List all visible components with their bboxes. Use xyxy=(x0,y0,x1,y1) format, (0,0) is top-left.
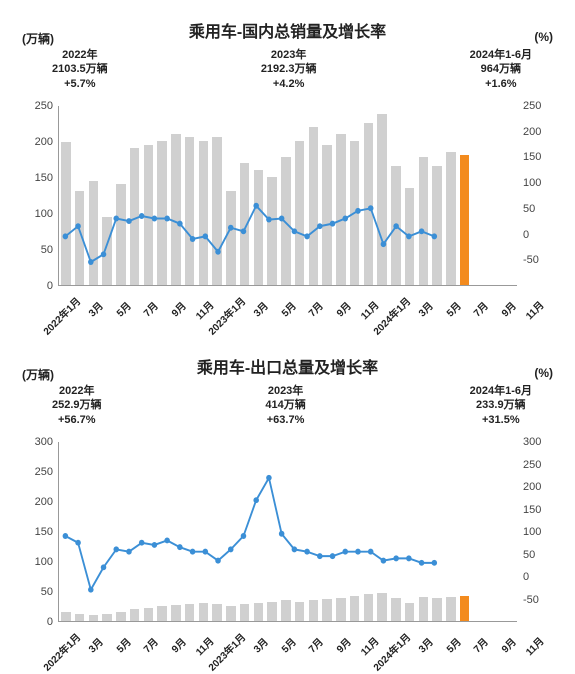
ytick-right: -50 xyxy=(523,594,555,606)
ytick-right: 250 xyxy=(523,459,555,471)
annotation-row: 2022年 2103.5万辆 +5.7% 2023年 2192.3万辆 +4.2%… xyxy=(52,48,532,91)
ytick-right: 100 xyxy=(523,177,555,189)
ytick-right: 150 xyxy=(523,151,555,163)
chart-container: 乘用车-出口总量及增长率(万辆)(%)2022年 252.9万辆 +56.7%2… xyxy=(0,336,575,672)
ytick-left: 200 xyxy=(21,496,53,508)
annotation-0: 2022年 2103.5万辆 +5.7% xyxy=(52,48,108,91)
ytick-left: 150 xyxy=(21,172,53,184)
ytick-left: 100 xyxy=(21,556,53,568)
ytick-left: 0 xyxy=(21,280,53,292)
y-axis-left-label: (万辆) xyxy=(22,30,54,47)
ytick-right: -50 xyxy=(523,254,555,266)
annotation-2: 2024年1-6月 964万辆 +1.6% xyxy=(470,48,532,91)
ytick-right: 200 xyxy=(523,126,555,138)
ytick-left: 0 xyxy=(21,616,53,628)
ytick-right: 0 xyxy=(523,571,555,583)
ytick-right: 200 xyxy=(523,481,555,493)
y-axis-left-label: (万辆) xyxy=(22,366,54,383)
annotation-0: 2022年 252.9万辆 +56.7% xyxy=(52,384,102,427)
y-axis-right-label: (%) xyxy=(534,366,553,380)
ytick-left: 50 xyxy=(21,244,53,256)
ytick-left: 50 xyxy=(21,586,53,598)
ytick-left: 200 xyxy=(21,136,53,148)
ytick-right: 50 xyxy=(523,203,555,215)
annotation-row: 2022年 252.9万辆 +56.7% 2023年 414万辆 +63.7% 20… xyxy=(52,384,532,427)
y-axis-right-label: (%) xyxy=(534,30,553,44)
ytick-right: 250 xyxy=(523,100,555,112)
ytick-right: 50 xyxy=(523,549,555,561)
annotation-1: 2023年 414万辆 +63.7% xyxy=(265,384,305,427)
ytick-right: 100 xyxy=(523,526,555,538)
chart-title: 乘用车-国内总销量及增长率 xyxy=(18,18,557,42)
ytick-left: 100 xyxy=(21,208,53,220)
annotation-2: 2024年1-6月 233.9万辆 +31.5% xyxy=(470,384,532,427)
plot-area: 050100150200250-500501001502002502022年1月… xyxy=(58,106,517,286)
growth-line xyxy=(59,106,517,285)
chart-container: 乘用车-国内总销量及增长率(万辆)(%)2022年 2103.5万辆 +5.7%… xyxy=(0,0,575,336)
plot-area: 050100150200250300-500501001502002503002… xyxy=(58,442,517,622)
ytick-left: 300 xyxy=(21,436,53,448)
ytick-left: 250 xyxy=(21,100,53,112)
ytick-right: 300 xyxy=(523,436,555,448)
chart-title: 乘用车-出口总量及增长率 xyxy=(18,354,557,378)
ytick-right: 150 xyxy=(523,504,555,516)
ytick-left: 250 xyxy=(21,466,53,478)
ytick-right: 0 xyxy=(523,229,555,241)
annotation-1: 2023年 2192.3万辆 +4.2% xyxy=(261,48,317,91)
growth-line xyxy=(59,442,517,621)
ytick-left: 150 xyxy=(21,526,53,538)
